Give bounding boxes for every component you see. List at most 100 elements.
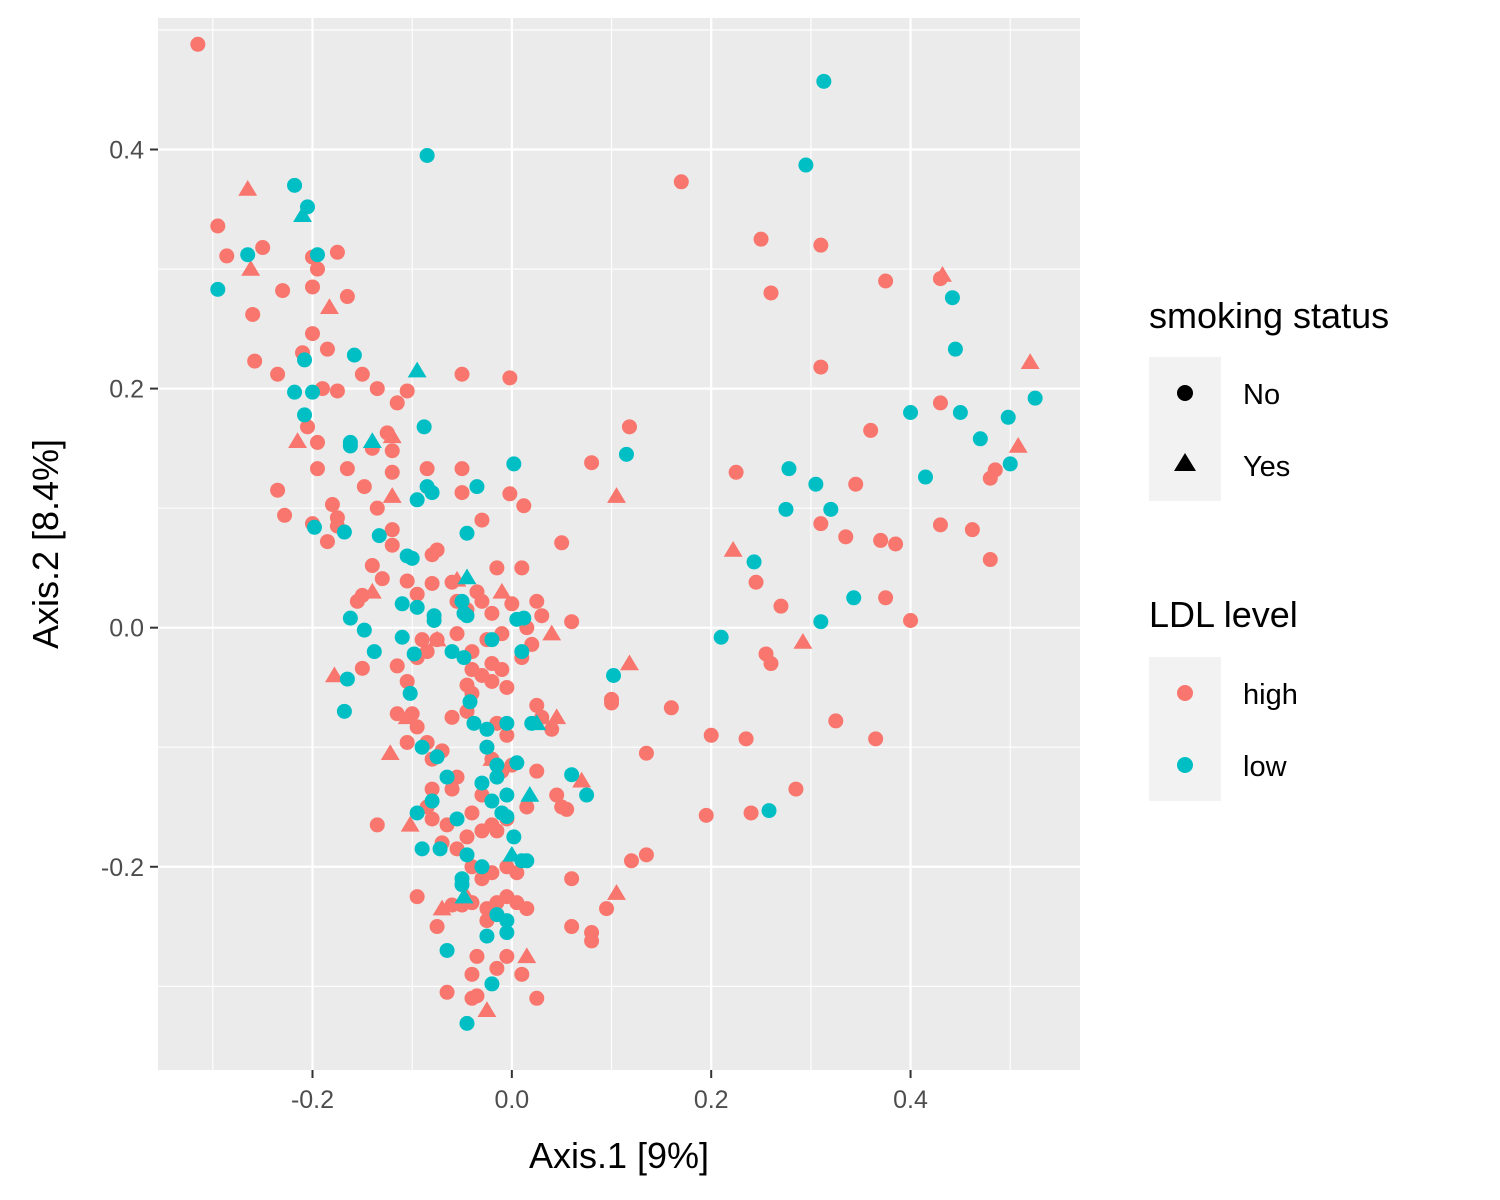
point-high-smoker	[241, 260, 261, 276]
point-high-nonsmoker	[484, 605, 500, 621]
point-low-nonsmoker	[816, 73, 832, 89]
point-high-nonsmoker	[459, 829, 475, 845]
point-low-nonsmoker	[409, 599, 425, 615]
point-high-nonsmoker	[270, 366, 286, 382]
point-low-nonsmoker	[509, 755, 525, 771]
point-high-nonsmoker	[384, 464, 400, 480]
point-high-nonsmoker	[389, 706, 405, 722]
point-low-nonsmoker	[466, 715, 482, 731]
point-low-nonsmoker	[424, 485, 440, 501]
point-high-nonsmoker	[813, 516, 829, 532]
point-high-nonsmoker	[564, 919, 580, 935]
point-high-nonsmoker	[509, 865, 525, 881]
point-high-smoker	[238, 179, 258, 196]
point-high-nonsmoker	[738, 731, 754, 747]
point-low-nonsmoker	[1002, 456, 1018, 472]
x-tick-label: 0.2	[694, 1086, 729, 1114]
point-high-nonsmoker	[848, 476, 864, 492]
point-high-smoker	[319, 298, 339, 315]
point-low-nonsmoker	[342, 438, 358, 454]
point-low-nonsmoker	[297, 352, 313, 368]
point-high-nonsmoker	[599, 901, 615, 917]
point-low-nonsmoker	[404, 550, 420, 566]
point-high-nonsmoker	[519, 799, 535, 815]
point-low-nonsmoker	[371, 528, 387, 544]
point-high-nonsmoker	[502, 370, 518, 386]
point-high-nonsmoker	[519, 901, 535, 917]
point-low-smoker	[520, 786, 540, 802]
point-low-nonsmoker	[564, 767, 580, 783]
point-high-nonsmoker	[309, 461, 325, 477]
point-low-nonsmoker	[426, 613, 442, 629]
point-high-nonsmoker	[429, 542, 445, 558]
point-low-nonsmoker	[444, 644, 460, 660]
point-high-nonsmoker	[354, 587, 370, 603]
x-axis-title: Axis.1 [9%]	[529, 1135, 709, 1176]
point-high-nonsmoker	[489, 823, 505, 839]
point-high-nonsmoker	[219, 248, 235, 264]
panel-background	[158, 18, 1080, 1070]
point-low-nonsmoker	[414, 739, 430, 755]
point-high-smoker	[793, 633, 813, 649]
point-low-smoker	[527, 714, 547, 731]
point-high-nonsmoker	[502, 486, 518, 502]
point-low-smoker	[454, 887, 474, 904]
point-high-smoker	[542, 624, 562, 641]
point-low-nonsmoker	[432, 841, 448, 857]
point-high-nonsmoker	[516, 498, 532, 514]
point-high-nonsmoker	[414, 632, 430, 648]
point-low-nonsmoker	[506, 829, 522, 845]
x-axis: -0.2 0.0 0.2 0.4	[291, 1070, 928, 1114]
point-high-nonsmoker	[878, 273, 894, 289]
point-high-nonsmoker	[454, 461, 470, 477]
point-low-nonsmoker	[514, 644, 530, 660]
point-low-nonsmoker	[813, 614, 829, 630]
point-high-nonsmoker	[339, 289, 355, 305]
point-high-nonsmoker	[399, 573, 415, 589]
point-low-nonsmoker	[297, 407, 313, 423]
legend-smoking-title: smoking status	[1149, 295, 1389, 336]
point-low-nonsmoker	[210, 281, 226, 297]
point-high-nonsmoker	[529, 990, 545, 1006]
y-tick-label: 0.2	[109, 376, 144, 404]
point-low-nonsmoker	[713, 629, 729, 645]
point-low-nonsmoker	[346, 347, 362, 363]
point-high-nonsmoker	[863, 422, 879, 438]
point-low-nonsmoker	[449, 811, 465, 827]
point-low-nonsmoker	[439, 769, 455, 785]
point-low-nonsmoker	[489, 757, 505, 773]
point-high-nonsmoker	[210, 218, 226, 234]
point-high-smoker	[723, 540, 743, 557]
point-high-nonsmoker	[903, 613, 919, 629]
point-low-nonsmoker	[406, 646, 422, 662]
point-low-nonsmoker	[454, 877, 470, 893]
point-high-nonsmoker	[454, 366, 470, 382]
point-high-nonsmoker	[444, 709, 460, 725]
point-low-nonsmoker	[489, 769, 505, 785]
point-high-nonsmoker	[190, 36, 206, 52]
y-axis-title: Axis.2 [8.4%]	[25, 439, 66, 649]
point-low-nonsmoker	[309, 247, 325, 263]
point-high-nonsmoker	[469, 948, 485, 964]
point-high-nonsmoker	[638, 847, 654, 863]
legend-swatch-high	[1177, 685, 1193, 701]
point-low-nonsmoker	[1027, 390, 1043, 406]
point-high-nonsmoker	[399, 383, 415, 399]
triangle-shape-icon	[1174, 453, 1196, 471]
point-high-smoker	[382, 427, 402, 444]
point-high-nonsmoker	[484, 673, 500, 689]
point-high-nonsmoker	[300, 419, 316, 435]
point-high-nonsmoker	[304, 326, 320, 342]
point-low-nonsmoker	[918, 469, 934, 485]
point-high-nonsmoker	[364, 558, 380, 574]
point-low-nonsmoker	[287, 384, 303, 400]
point-low-nonsmoker	[579, 787, 595, 803]
point-high-nonsmoker	[499, 948, 515, 964]
point-high-nonsmoker	[354, 366, 370, 382]
point-high-nonsmoker	[788, 781, 804, 797]
point-high-nonsmoker	[247, 353, 263, 369]
point-low-smoker	[293, 206, 312, 222]
point-high-smoker	[572, 771, 592, 788]
x-tick-label: -0.2	[291, 1086, 334, 1114]
point-low-nonsmoker	[402, 685, 418, 701]
